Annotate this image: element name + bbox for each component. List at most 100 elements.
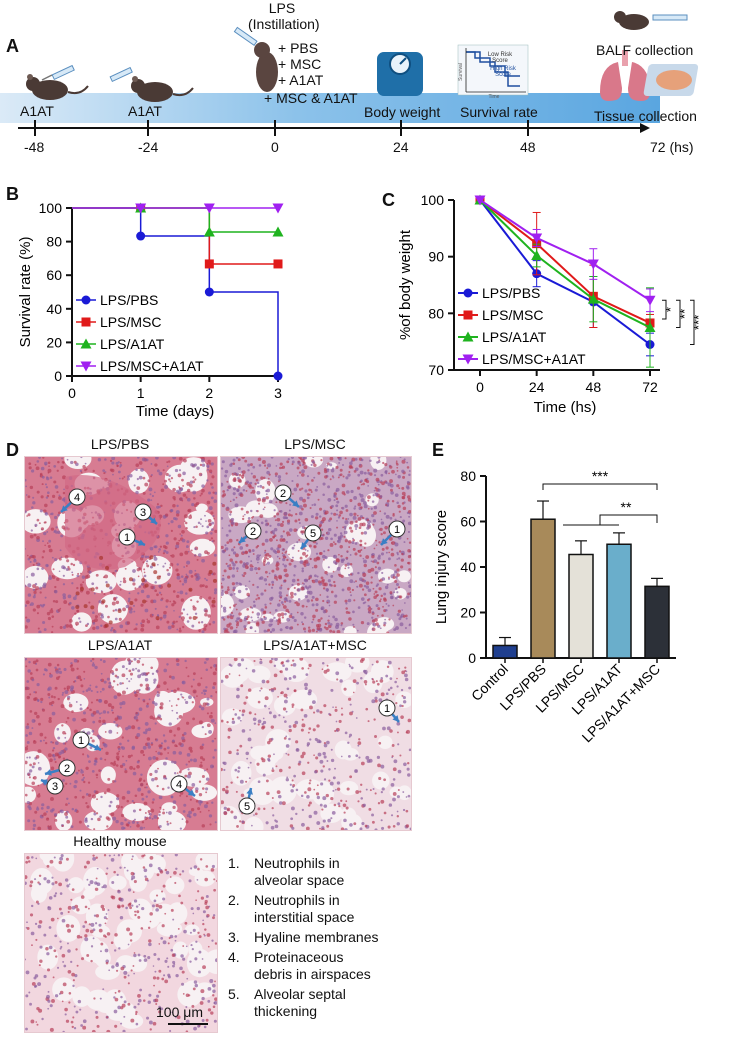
nucleus <box>212 916 215 919</box>
nucleus <box>274 665 276 667</box>
nucleus <box>197 1025 200 1028</box>
nucleus <box>393 576 396 579</box>
nucleus <box>323 550 325 552</box>
nucleus <box>199 781 201 783</box>
y-tick-label: 90 <box>428 249 444 265</box>
nucleus <box>179 873 181 875</box>
nucleus <box>57 664 60 667</box>
nucleus <box>339 545 342 548</box>
nucleus <box>307 599 310 602</box>
nucleus <box>181 612 184 615</box>
event-label-1: A1AT <box>20 103 54 119</box>
nucleus <box>123 476 125 478</box>
nucleus <box>119 625 123 629</box>
nucleus <box>58 512 61 515</box>
nucleus <box>61 704 65 708</box>
nucleus <box>178 928 180 930</box>
nucleus <box>142 663 144 665</box>
nucleus <box>301 823 305 827</box>
nucleus <box>307 475 309 477</box>
marker-label: 1 <box>124 532 130 544</box>
nucleus <box>234 816 238 820</box>
nucleus <box>211 540 213 542</box>
nucleus <box>187 675 189 677</box>
nucleus <box>50 476 53 479</box>
nucleus <box>141 619 145 623</box>
nucleus <box>40 509 43 512</box>
nucleus <box>237 770 240 773</box>
nucleus <box>92 627 95 630</box>
nucleus <box>162 565 164 567</box>
nucleus <box>208 523 211 526</box>
nucleus <box>341 708 343 710</box>
nucleus <box>100 950 102 952</box>
nucleus <box>187 614 189 616</box>
nucleus <box>44 504 48 508</box>
nucleus <box>33 819 36 822</box>
nucleus <box>152 673 154 675</box>
nucleus <box>239 820 241 822</box>
nucleus <box>258 567 261 570</box>
nucleus <box>274 657 278 661</box>
timeline-arrowhead <box>640 123 650 133</box>
red-cell <box>193 616 197 620</box>
nucleus <box>334 595 337 598</box>
nucleus <box>263 808 265 810</box>
nucleus <box>399 595 402 598</box>
nucleus <box>96 774 99 777</box>
nucleus <box>62 919 66 923</box>
nucleus <box>31 782 35 786</box>
nucleus <box>238 486 241 489</box>
nucleus <box>54 758 56 760</box>
nucleus <box>81 957 84 960</box>
nucleus <box>72 1016 74 1018</box>
nucleus <box>39 883 41 885</box>
nucleus <box>134 914 136 916</box>
nucleus <box>25 1028 28 1031</box>
nucleus <box>202 824 205 827</box>
nucleus <box>286 618 290 622</box>
nucleus <box>199 596 202 599</box>
nucleus <box>277 790 281 794</box>
nucleus <box>374 490 376 492</box>
nucleus <box>33 740 37 744</box>
nucleus <box>352 611 355 614</box>
nucleus <box>222 590 224 592</box>
nucleus <box>180 954 183 957</box>
nucleus <box>350 591 352 593</box>
nucleus <box>34 524 37 527</box>
red-cell <box>212 600 216 604</box>
nucleus <box>134 952 136 954</box>
nucleus <box>332 616 335 619</box>
nucleus <box>92 770 95 773</box>
nucleus <box>264 589 266 591</box>
point-marker <box>464 311 473 320</box>
nucleus <box>162 788 165 791</box>
nucleus <box>350 704 352 706</box>
nucleus <box>264 556 267 559</box>
nucleus <box>57 967 59 969</box>
nucleus <box>140 773 142 775</box>
nucleus <box>346 490 350 494</box>
nucleus <box>262 543 265 546</box>
nucleus <box>378 484 380 486</box>
nucleus <box>24 747 28 751</box>
nucleus <box>322 600 324 602</box>
nucleus <box>269 660 272 663</box>
nucleus <box>128 669 131 672</box>
nucleus <box>179 616 181 618</box>
nucleus <box>213 682 216 685</box>
nucleus <box>265 531 268 534</box>
nucleus <box>43 877 46 880</box>
nucleus <box>200 811 202 813</box>
nucleus <box>124 976 127 979</box>
nucleus <box>59 908 62 911</box>
nucleus <box>150 666 153 669</box>
nucleus <box>187 498 191 502</box>
nucleus <box>146 786 148 788</box>
red-cell <box>90 605 94 609</box>
nucleus <box>307 591 310 594</box>
nucleus <box>132 747 135 750</box>
nucleus <box>91 818 93 820</box>
nucleus <box>360 827 363 830</box>
